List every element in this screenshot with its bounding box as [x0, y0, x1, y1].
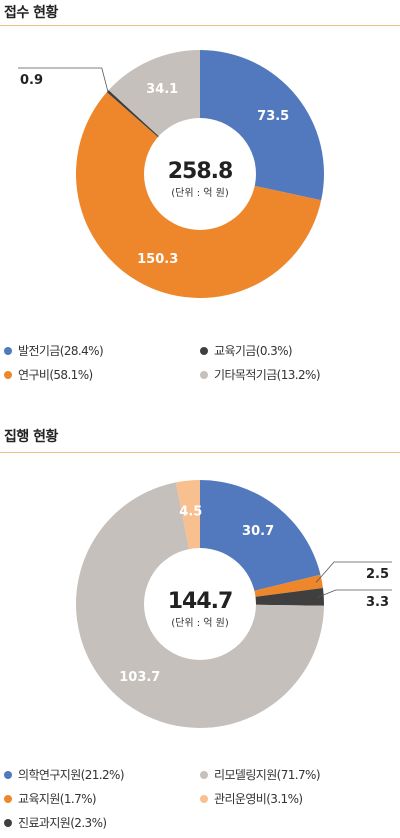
legend-item: 연구비(58.1%): [4, 366, 93, 383]
section-divider: [0, 25, 400, 26]
legend-item: 발전기금(28.4%): [4, 342, 104, 359]
slice-value-label: 30.7: [242, 524, 274, 539]
legend-item: 기타목적기금(13.2%): [200, 366, 321, 383]
slice-value-label: 4.5: [179, 504, 202, 519]
receipts-donut-chart: 73.5 150.3 0.9 34.1 258.8 (단위 : 억 원): [18, 50, 324, 299]
slice-callout-label: 2.5: [366, 567, 389, 582]
legend-swatch: [4, 370, 12, 379]
legend-swatch: [4, 346, 12, 355]
center-total: 258.8: [168, 159, 233, 184]
legend-item: 리모델링지원(71.7%): [200, 766, 321, 783]
legend-item: 관리운영비(3.1%): [200, 790, 303, 807]
center-unit: (단위 : 억 원): [171, 616, 229, 629]
slice-value-label: 103.7: [119, 670, 160, 685]
execution-legend: 의학연구지원(21.2%) 리모델링지원(71.7%) 교육지원(1.7%) 관리운영…: [0, 766, 400, 838]
slice-value-label: 34.1: [146, 82, 178, 97]
legend-swatch: [200, 370, 208, 379]
callout-line: [315, 561, 392, 583]
section-divider: [0, 452, 400, 453]
legend-label: 기타목적기금(13.2%): [214, 368, 321, 382]
legend-label: 연구비(58.1%): [18, 368, 93, 382]
legend-item: 교육지원(1.7%): [4, 790, 97, 807]
legend-label: 의학연구지원(21.2%): [18, 768, 125, 782]
legend-label: 리모델링지원(71.7%): [214, 768, 321, 782]
legend-swatch: [4, 794, 12, 803]
legend-label: 진료과지원(2.3%): [18, 816, 107, 830]
donut-hole: [144, 548, 256, 660]
legend-swatch: [200, 346, 208, 355]
slice-callout-label: 0.9: [20, 73, 43, 88]
legend-item: 교육기금(0.3%): [200, 342, 293, 359]
legend-item: 진료과지원(2.3%): [4, 814, 107, 831]
receipts-legend: 발전기금(28.4%) 교육기금(0.3%) 연구비(58.1%) 기타목적기금(13…: [0, 342, 400, 392]
legend-label: 관리운영비(3.1%): [214, 792, 303, 806]
section-title-execution: 집행 현황: [4, 429, 58, 445]
legend-swatch: [200, 770, 208, 779]
donut-hole: [144, 118, 256, 230]
slice-value-label: 150.3: [137, 252, 178, 267]
callout-line: [18, 67, 109, 92]
section-title-receipts: 접수 현황: [4, 5, 58, 21]
center-total: 144.7: [168, 589, 233, 614]
slice-callout-label: 3.3: [366, 595, 389, 610]
legend-swatch: [4, 770, 12, 779]
legend-label: 교육지원(1.7%): [18, 792, 97, 806]
execution-donut-chart: 30.7 2.5 3.3 103.7 4.5 144.7 (단위 : 억 원): [76, 480, 392, 728]
legend-swatch: [200, 794, 208, 803]
legend-label: 발전기금(28.4%): [18, 344, 104, 358]
center-unit: (단위 : 억 원): [171, 186, 229, 199]
legend-label: 교육기금(0.3%): [214, 344, 293, 358]
slice-value-label: 73.5: [257, 109, 289, 124]
legend-item: 의학연구지원(21.2%): [4, 766, 125, 783]
legend-swatch: [4, 818, 12, 827]
callout-line: [317, 589, 392, 598]
